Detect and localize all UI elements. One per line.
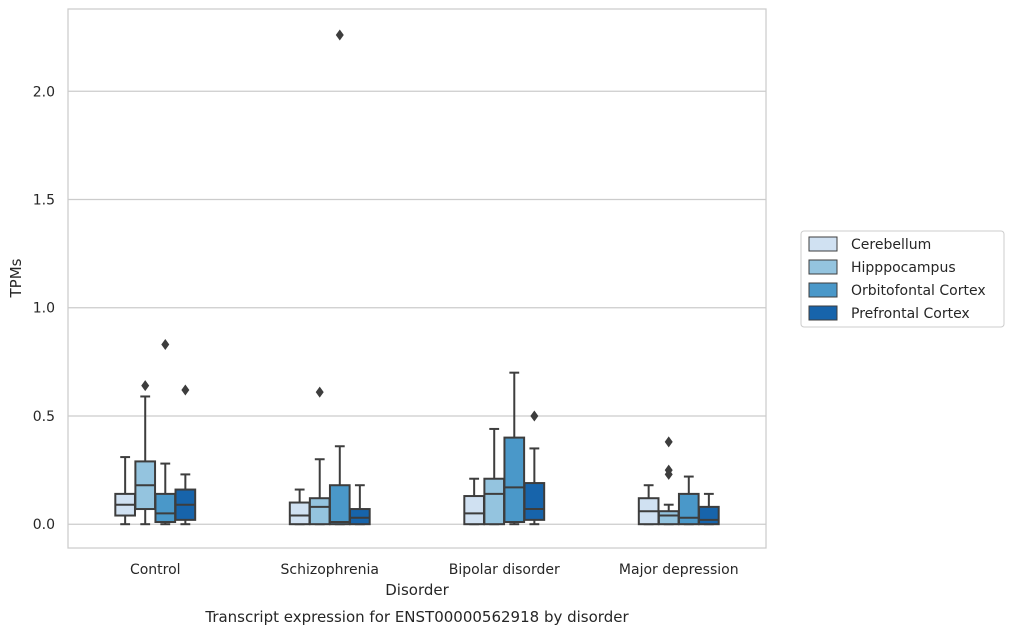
legend-label: Cerebellum: [851, 237, 931, 253]
box-prefrontal-cortex: [698, 492, 720, 526]
box-cerebellum: [114, 456, 136, 526]
y-tick-label: 1.0: [33, 301, 55, 317]
y-tick-label: 0.0: [33, 517, 55, 533]
x-tick-label: Schizophrenia: [281, 562, 379, 578]
outlier-point: [315, 386, 324, 398]
box-hipppocampus: [134, 380, 157, 526]
outlier-point: [181, 384, 190, 396]
box-iqr: [523, 482, 546, 521]
box-iqr: [483, 477, 506, 526]
box-orbitofontal-cortex: [328, 29, 351, 526]
y-tick-label: 2.0: [33, 84, 55, 100]
legend-swatch: [808, 259, 838, 275]
box-iqr: [349, 508, 371, 526]
box-orbitofontal-cortex: [154, 339, 177, 526]
box-iqr: [154, 492, 177, 524]
box-iqr: [308, 497, 331, 526]
y-tick-labels: 0.0 0.5 1.0 1.5 2.0: [33, 84, 55, 533]
plot-frame: [67, 8, 767, 549]
box-iqr: [463, 495, 485, 526]
box-prefrontal-cortex: [349, 484, 371, 526]
outlier-point: [530, 410, 539, 422]
box-cerebellum: [637, 484, 660, 526]
legend-label: Hipppocampus: [851, 260, 956, 276]
y-axis-label: TPMs: [7, 258, 25, 298]
x-tick-label: Bipolar disorder: [449, 562, 560, 578]
boxes: [114, 29, 720, 526]
box-orbitofontal-cortex: [677, 475, 700, 526]
x-tick-label: Major depression: [619, 562, 739, 578]
box-iqr: [288, 501, 311, 526]
box-prefrontal-cortex: [174, 384, 197, 526]
outlier-point: [664, 436, 673, 448]
legend-frame: [800, 230, 1005, 328]
box-hipppocampus: [657, 436, 680, 526]
box-iqr: [698, 505, 720, 526]
box-iqr: [657, 510, 680, 526]
legend-label: Prefrontal Cortex: [851, 306, 970, 322]
box-cerebellum: [463, 477, 485, 526]
y-tick-label: 0.5: [33, 409, 55, 425]
box-prefrontal-cortex: [523, 410, 546, 526]
x-tick-label: Control: [130, 562, 181, 578]
box-iqr: [677, 492, 700, 526]
chart-title: Transcript expression for ENST0000056291…: [204, 608, 629, 626]
legend-swatch: [808, 282, 838, 298]
legend-swatch: [808, 236, 838, 252]
box-iqr: [328, 484, 351, 526]
box-iqr: [503, 436, 526, 524]
legend: Cerebellum Hipppocampus Orbitofontal Corte…: [800, 230, 1005, 328]
box-hipppocampus: [308, 386, 331, 526]
outlier-point: [664, 464, 673, 476]
y-tick-label: 1.5: [33, 192, 55, 208]
legend-swatch: [808, 305, 838, 321]
box-orbitofontal-cortex: [503, 371, 526, 526]
outlier-point: [161, 339, 170, 351]
outlier-point: [335, 29, 344, 41]
x-axis-label: Disorder: [385, 581, 449, 599]
legend-label: Orbitofontal Cortex: [851, 283, 986, 299]
outlier-point: [141, 380, 150, 392]
x-tick-labels: Control Schizophrenia Bipolar disorder Majo…: [130, 562, 739, 578]
